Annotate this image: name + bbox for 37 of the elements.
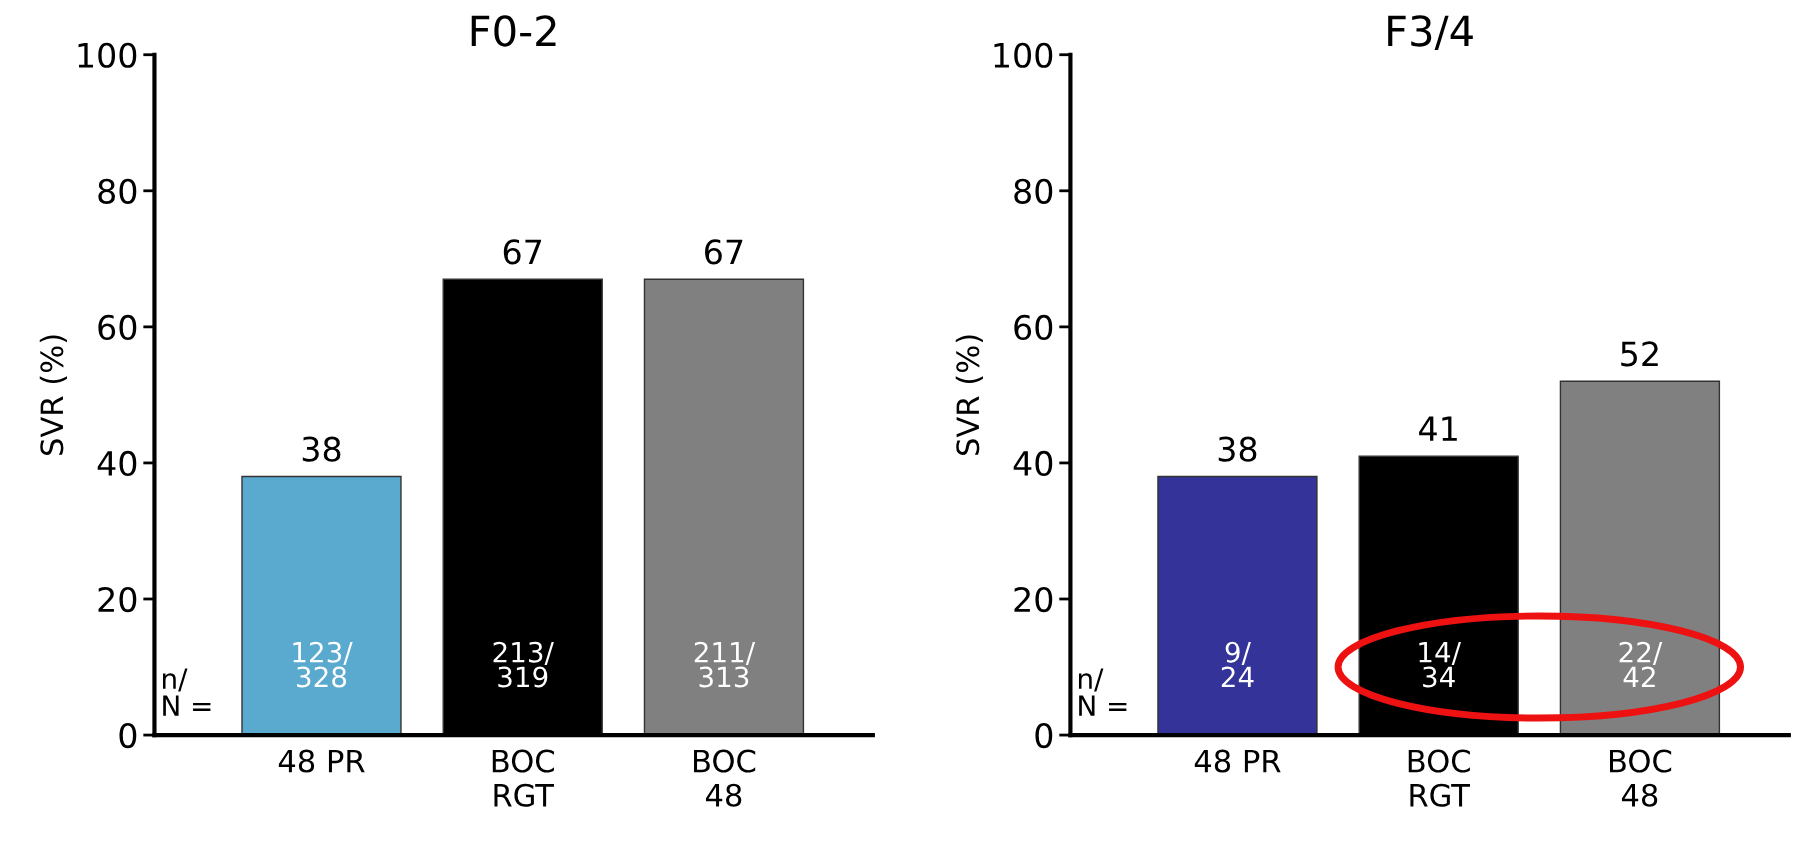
- data-label: 38: [1218, 436, 1257, 462]
- y-tick-label: 0: [119, 722, 137, 749]
- y-tick-label: 100: [78, 42, 137, 68]
- data-label: 38: [302, 436, 341, 462]
- chart-title: F3/4: [1388, 15, 1473, 50]
- annotation: n/ N =: [163, 668, 211, 716]
- x-tick-label: 48 PR: [278, 749, 365, 773]
- y-tick-label: 60: [1014, 314, 1053, 340]
- y-axis-title: SVR (%): [955, 335, 983, 455]
- annotation: 22/ 42: [1619, 641, 1663, 688]
- annotation: 9/ 24: [1221, 641, 1254, 688]
- data-label: 41: [1419, 416, 1457, 441]
- data-label: 67: [705, 239, 743, 265]
- annotation: 14/ 34: [1419, 642, 1462, 688]
- y-tick-label: 20: [98, 586, 137, 613]
- x-tick-label: BOC 48: [694, 749, 756, 807]
- annotation: 213/ 319: [493, 641, 554, 688]
- x-tick-label: BOC 48: [1609, 749, 1672, 807]
- y-tick-label: 40: [1013, 450, 1053, 477]
- y-tick-label: 100: [994, 42, 1053, 68]
- annotation: n/ N =: [1078, 668, 1127, 716]
- x-tick-label: BOC RGT: [1408, 749, 1470, 807]
- y-tick-label: 60: [98, 314, 137, 340]
- y-tick-label: 20: [1014, 586, 1053, 613]
- annotation: 211/ 313: [694, 641, 756, 688]
- y-tick-label: 80: [1014, 178, 1053, 204]
- y-tick-label: 40: [97, 450, 137, 477]
- x-tick-label: BOC RGT: [492, 749, 555, 807]
- chart-title: F0-2: [471, 15, 556, 47]
- annotation: 123/ 328: [293, 641, 353, 688]
- y-tick-label: 0: [1035, 722, 1053, 749]
- y-axis-title: SVR (%): [39, 335, 67, 455]
- x-tick-label: 48 PR: [1194, 749, 1281, 773]
- bar: [1157, 475, 1318, 736]
- y-tick-label: 80: [98, 178, 137, 204]
- data-label: 67: [503, 239, 542, 265]
- data-label: 52: [1621, 341, 1658, 367]
